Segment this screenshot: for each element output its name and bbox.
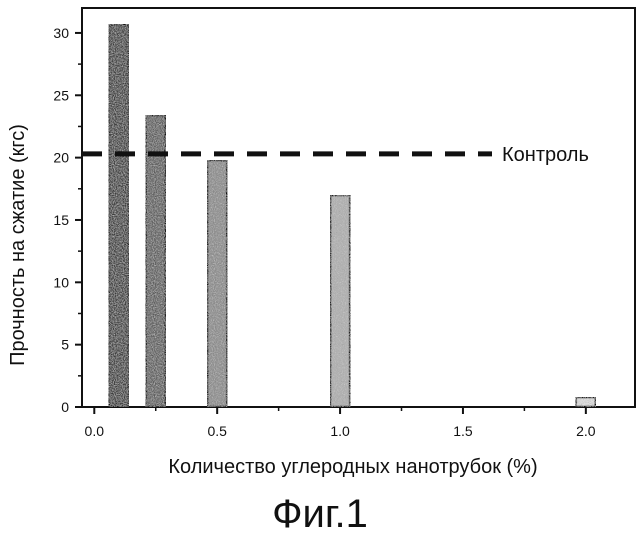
x-tick-label: 0.0 [85,423,105,439]
x-tick-label: 1.0 [330,423,350,439]
bar-0 [109,24,129,407]
y-tick-label: 5 [61,337,69,353]
y-tick-label: 15 [53,212,69,228]
x-tick-label: 2.0 [576,423,596,439]
y-tick-label: 25 [53,87,69,103]
y-tick-label: 0 [61,399,69,415]
x-tick-label: 0.5 [207,423,227,439]
y-axis-label: Прочность на сжатие (кгс) [7,124,29,366]
y-tick-label: 20 [53,150,69,166]
x-tick-label: 1.5 [453,423,473,439]
bar-3 [330,195,350,407]
control-reference-label: Контроль [502,144,589,166]
x-axis-label: Количество углеродных нанотрубок (%) [168,456,537,478]
bar-2 [207,160,227,407]
bar-4 [576,397,596,407]
bar-1 [146,115,166,407]
y-tick-label: 30 [53,25,69,41]
figure-caption: Фиг.1 [0,490,640,538]
y-tick-label: 10 [53,274,69,290]
